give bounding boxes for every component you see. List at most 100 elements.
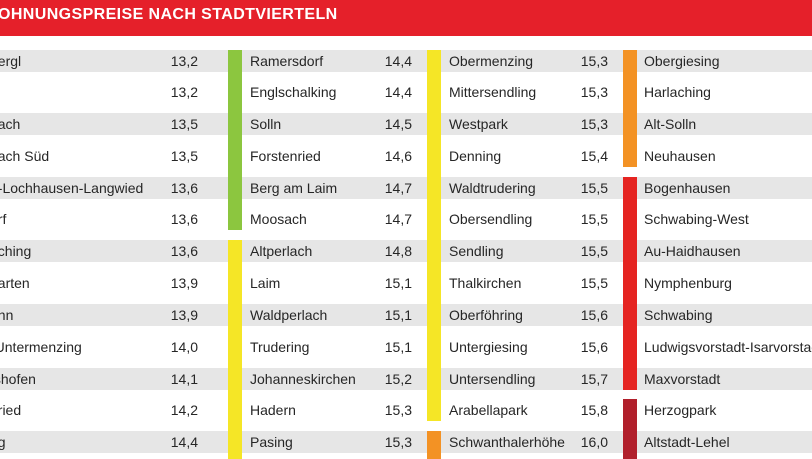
district-name: Schwabing-West [644, 211, 749, 227]
price-value: 15,3 [384, 402, 412, 418]
district-name: Mittersendling [449, 84, 537, 100]
district-name: Bogenhausen [644, 180, 731, 196]
price-value: 15,3 [384, 434, 412, 450]
price-value: 14,5 [384, 116, 412, 132]
page-title: OHNUNGSPREISE NACH STADTVIERTELN [0, 6, 338, 23]
price-value: 14,4 [384, 84, 412, 100]
row-band [0, 113, 812, 135]
row-band [0, 240, 812, 262]
price-value: 15,3 [580, 53, 608, 69]
district-name: Berg am Laim [250, 180, 338, 196]
price-value: 15,7 [580, 371, 608, 387]
price-value: 14,7 [384, 211, 412, 227]
price-value: 13,9 [170, 307, 198, 323]
row-band [0, 50, 812, 72]
district-name: Forstenried [250, 148, 321, 164]
district-name: Moosach [250, 211, 307, 227]
price-value: 14,1 [170, 371, 198, 387]
district-name: -Untermenzing [0, 339, 82, 355]
district-name: nried [0, 402, 22, 418]
price-value: 14,4 [170, 434, 198, 450]
district-name: Obergiesing [644, 53, 720, 69]
district-name: Untergiesing [449, 339, 528, 355]
district-name: oching [0, 243, 32, 259]
title-bar: OHNUNGSPREISE NACH STADTVIERTELN [0, 0, 812, 36]
category-bar-yellow [427, 50, 441, 421]
price-value: 15,4 [580, 148, 608, 164]
price-value: 13,5 [170, 148, 198, 164]
district-name: Trudering [250, 339, 310, 355]
price-value: 14,8 [384, 243, 412, 259]
district-name: ng [0, 434, 6, 450]
district-name: Obersendling [449, 211, 533, 227]
row-band [0, 368, 812, 390]
price-value: 15,6 [580, 307, 608, 323]
district-name: Oberföhring [449, 307, 523, 323]
district-name: Schwabing [644, 307, 713, 323]
district-name: Untersendling [449, 371, 536, 387]
district-name: g-Lochhausen-Langwied [0, 180, 144, 196]
category-bar-red [623, 177, 637, 390]
price-value: 15,8 [580, 402, 608, 418]
district-name: Maxvorstadt [644, 371, 721, 387]
district-name: bergl [0, 53, 22, 69]
district-name: Ludwigsvorstadt-Isarvorstadt [644, 339, 812, 355]
row-band [0, 177, 812, 199]
district-name: Nymphenburg [644, 275, 732, 291]
category-bar-orange [427, 431, 441, 459]
district-name: Herzogpark [644, 402, 717, 418]
price-value: 16,0 [580, 434, 608, 450]
price-value: 13,9 [170, 275, 198, 291]
district-name: Altstadt-Lehel [644, 434, 730, 450]
district-name: garten [0, 275, 30, 291]
district-name: Johanneskirchen [250, 371, 356, 387]
price-value: 15,3 [580, 116, 608, 132]
district-name: orf [0, 211, 7, 227]
district-name: Westpark [449, 116, 508, 132]
district-name: Harlaching [644, 84, 711, 100]
category-bar-darkred [623, 399, 637, 459]
price-value: 15,5 [580, 180, 608, 196]
category-bar-orange [623, 50, 637, 167]
price-value: 14,6 [384, 148, 412, 164]
price-value: 13,6 [170, 243, 198, 259]
price-value: 15,3 [580, 84, 608, 100]
district-name: Waldtrudering [449, 180, 536, 196]
district-name: Ramersdorf [250, 53, 324, 69]
district-name: Arabellapark [449, 402, 528, 418]
price-value: 15,5 [580, 243, 608, 259]
district-name: Laim [250, 275, 281, 291]
district-name: Pasing [250, 434, 293, 450]
district-name: Schwanthalerhöhe [449, 434, 565, 450]
price-value: 13,6 [170, 211, 198, 227]
district-name: Thalkirchen [449, 275, 522, 291]
district-name: Hadern [250, 402, 296, 418]
price-value: 14,0 [170, 339, 198, 355]
row-band [0, 304, 812, 326]
district-name: Neuhausen [644, 148, 716, 164]
category-bar-yellow [228, 240, 242, 459]
district-name: Denning [449, 148, 502, 164]
price-value: 13,2 [170, 84, 198, 100]
district-name: rlach Süd [0, 148, 50, 164]
district-name: tshofen [0, 371, 36, 387]
row-band [0, 431, 812, 453]
price-value: 13,5 [170, 116, 198, 132]
price-value: 14,2 [170, 402, 198, 418]
price-value: 13,2 [170, 53, 198, 69]
district-name: Englschalking [250, 84, 337, 100]
district-name: rlach [0, 116, 21, 132]
price-value: 13,6 [170, 180, 198, 196]
price-value: 14,4 [384, 53, 412, 69]
district-name: Altperlach [250, 243, 313, 259]
price-value: 15,1 [384, 275, 412, 291]
district-name: Waldperlach [250, 307, 328, 323]
district-name: Alt-Solln [644, 116, 697, 132]
district-name: Sendling [449, 243, 504, 259]
category-bar-green [228, 50, 242, 230]
district-name: Obermenzing [449, 53, 534, 69]
price-value: 15,1 [384, 339, 412, 355]
price-value: 15,5 [580, 211, 608, 227]
price-value: 15,6 [580, 339, 608, 355]
district-name: ann [0, 307, 14, 323]
